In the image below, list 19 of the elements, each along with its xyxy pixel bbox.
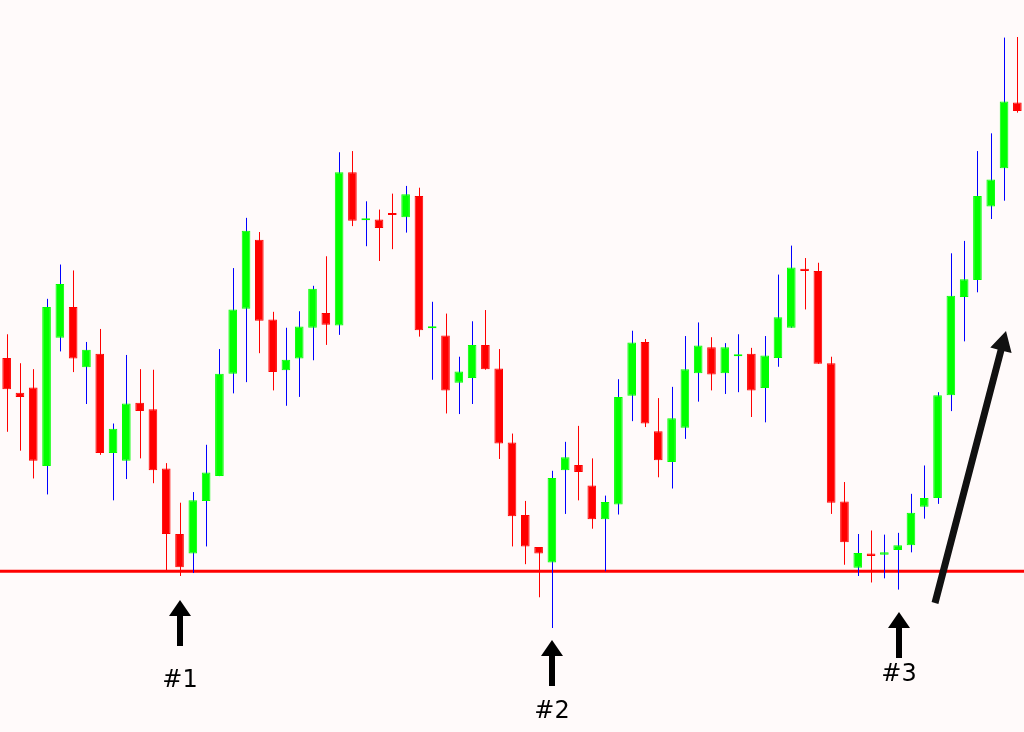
candlestick (853, 533, 863, 577)
candlestick (574, 425, 583, 501)
candlestick (481, 309, 490, 371)
candlestick (560, 441, 570, 515)
candlestick (454, 356, 464, 415)
candlestick (1013, 36, 1022, 114)
candlestick (880, 534, 889, 579)
candlestick (82, 341, 91, 405)
candlestick (919, 464, 929, 520)
candlestick (893, 532, 902, 591)
text: #2 (534, 696, 570, 725)
text: #1 (162, 665, 198, 694)
candlestick (387, 193, 397, 250)
candlestick (720, 342, 730, 395)
text: #3 (881, 659, 917, 688)
candlestick (401, 185, 410, 234)
candlestick (321, 255, 331, 346)
candlestick (959, 240, 969, 342)
candlestick (135, 368, 144, 459)
